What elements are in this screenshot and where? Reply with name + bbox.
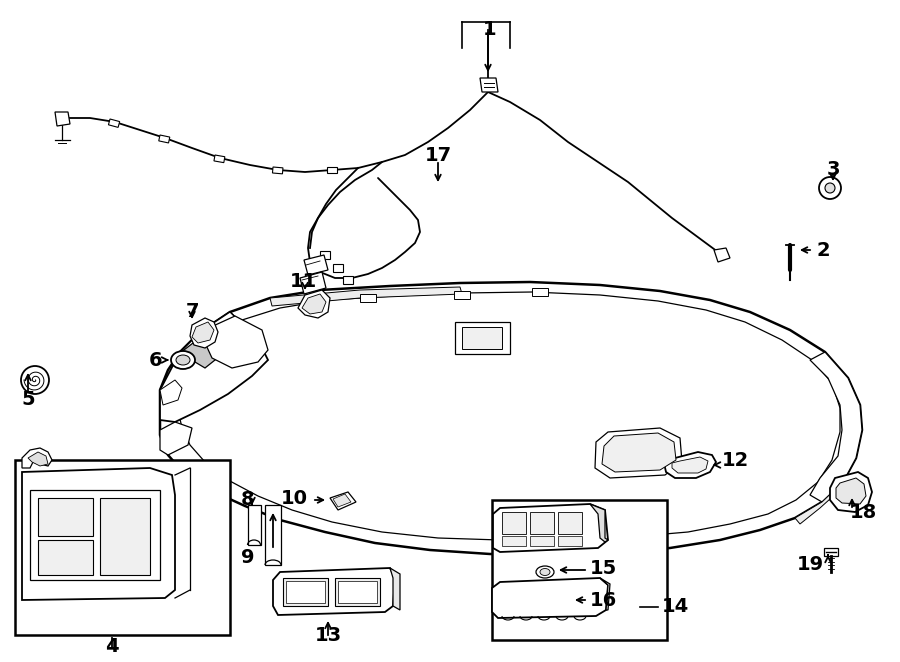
Bar (265, 505, 281, 565)
Polygon shape (160, 380, 182, 405)
Text: 15: 15 (590, 559, 617, 577)
Polygon shape (190, 318, 218, 348)
Ellipse shape (176, 355, 190, 365)
Text: 12: 12 (722, 451, 749, 469)
Polygon shape (836, 478, 866, 504)
Polygon shape (298, 290, 330, 318)
Bar (327, 167, 337, 173)
Polygon shape (390, 568, 400, 610)
Ellipse shape (171, 351, 195, 369)
Bar (502, 512, 526, 534)
Text: 10: 10 (281, 489, 308, 508)
Polygon shape (273, 568, 395, 615)
Bar (530, 512, 554, 534)
Polygon shape (300, 272, 326, 294)
Bar (158, 135, 170, 143)
Polygon shape (270, 287, 462, 306)
Bar (335, 578, 380, 606)
Polygon shape (330, 492, 356, 510)
Bar (100, 498, 150, 575)
Bar (108, 119, 120, 127)
Ellipse shape (540, 569, 550, 575)
Polygon shape (200, 316, 268, 368)
Bar (502, 536, 526, 546)
Text: 3: 3 (826, 160, 840, 179)
Bar (532, 288, 548, 296)
Polygon shape (160, 282, 862, 554)
Bar (38, 498, 93, 536)
Polygon shape (160, 422, 192, 455)
Text: 1: 1 (483, 20, 497, 39)
Polygon shape (192, 322, 214, 343)
Bar (343, 276, 353, 284)
Bar (462, 327, 502, 349)
Text: 16: 16 (590, 591, 617, 610)
Text: 2: 2 (816, 240, 830, 260)
Bar (283, 578, 328, 606)
Text: 5: 5 (22, 390, 35, 409)
Bar (824, 548, 838, 556)
Bar (30, 490, 160, 580)
Bar (248, 505, 261, 545)
Text: 9: 9 (241, 548, 255, 567)
Text: 19: 19 (796, 555, 824, 575)
Bar (320, 251, 330, 259)
Polygon shape (602, 433, 676, 472)
Bar (454, 291, 470, 299)
Polygon shape (595, 428, 682, 478)
Polygon shape (55, 112, 70, 126)
Polygon shape (664, 452, 716, 478)
Circle shape (819, 177, 841, 199)
Polygon shape (590, 504, 608, 542)
Text: 17: 17 (425, 146, 452, 165)
Text: 13: 13 (314, 626, 342, 645)
Bar (558, 512, 582, 534)
Text: 11: 11 (290, 272, 317, 291)
Bar (338, 581, 377, 603)
Text: 18: 18 (850, 502, 877, 522)
Polygon shape (22, 448, 52, 468)
Text: 14: 14 (662, 598, 689, 616)
Polygon shape (714, 248, 730, 262)
Bar (360, 294, 376, 302)
Text: 7: 7 (185, 302, 199, 321)
Polygon shape (302, 294, 326, 314)
Text: 4: 4 (105, 637, 119, 656)
Bar (38, 540, 93, 575)
Polygon shape (810, 352, 862, 502)
Polygon shape (492, 578, 608, 618)
Bar (333, 264, 343, 272)
Ellipse shape (536, 566, 554, 578)
Bar (530, 536, 554, 546)
Circle shape (825, 183, 835, 193)
Polygon shape (28, 452, 48, 466)
Polygon shape (795, 482, 843, 524)
Bar (15, 460, 230, 635)
Text: 6: 6 (148, 350, 162, 369)
Polygon shape (200, 312, 258, 355)
Polygon shape (672, 457, 708, 473)
Polygon shape (480, 78, 498, 92)
Bar (273, 167, 283, 174)
Polygon shape (333, 494, 351, 507)
Bar (214, 155, 225, 163)
Circle shape (21, 366, 49, 394)
Bar (286, 581, 325, 603)
Bar (455, 322, 510, 354)
Bar (492, 500, 667, 640)
Polygon shape (600, 578, 610, 610)
Bar (558, 536, 582, 546)
Polygon shape (493, 504, 608, 552)
Polygon shape (304, 255, 328, 275)
Text: 8: 8 (241, 490, 255, 509)
Polygon shape (830, 472, 872, 512)
Polygon shape (160, 312, 268, 422)
Polygon shape (22, 468, 175, 600)
Polygon shape (180, 330, 235, 368)
